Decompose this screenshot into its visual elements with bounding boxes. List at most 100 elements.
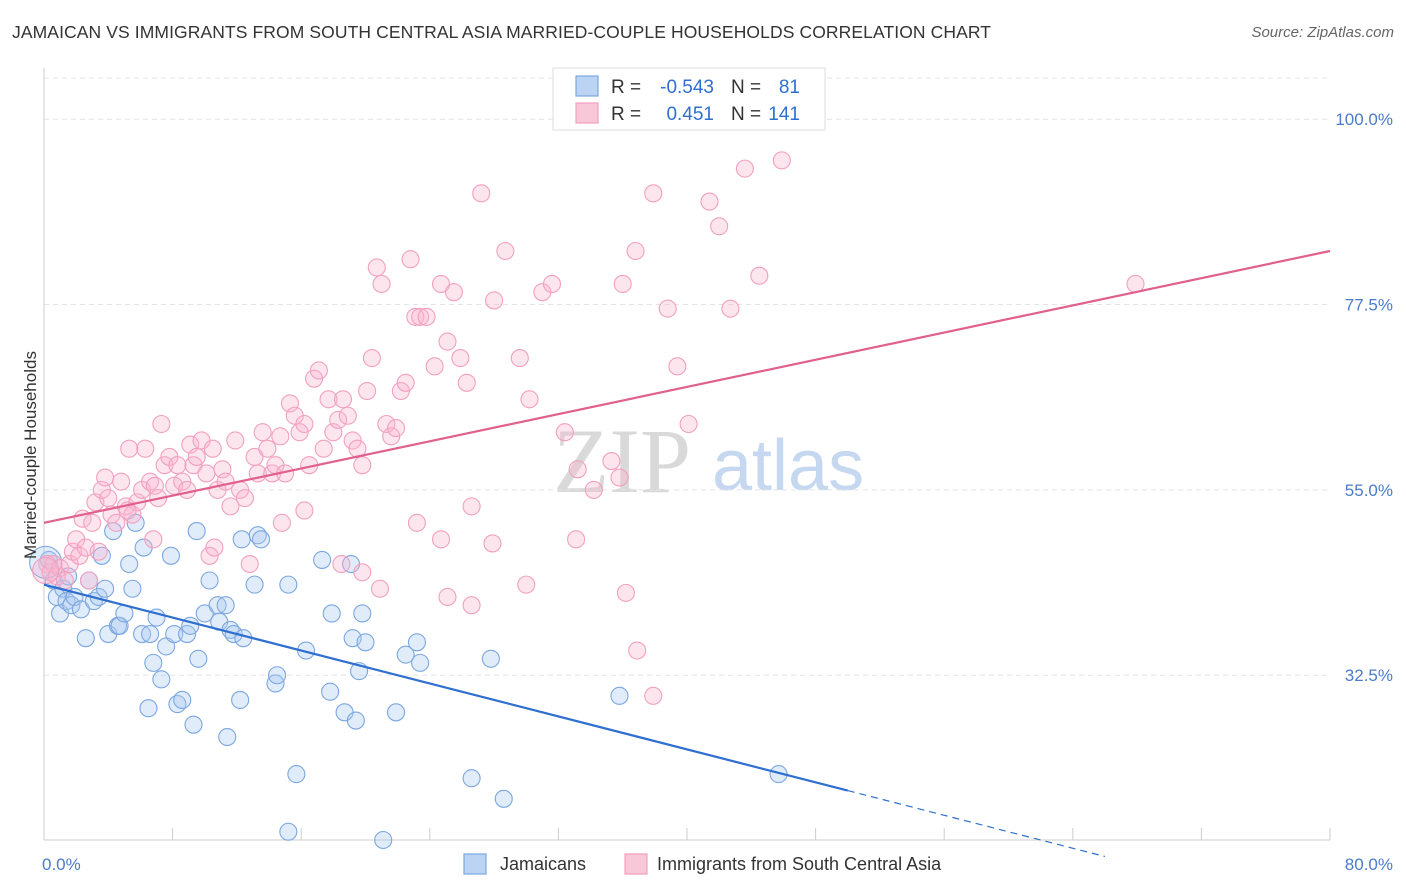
data-point-jamaicans bbox=[610, 686, 629, 705]
data-point-jamaicans bbox=[231, 690, 250, 710]
data-point-south-central-asia bbox=[750, 266, 769, 285]
trend-line-south-central-asia bbox=[43, 249, 1331, 524]
data-point-south-central-asia bbox=[628, 641, 647, 660]
data-point-south-central-asia bbox=[602, 452, 621, 471]
data-point-jamaicans bbox=[141, 625, 160, 644]
data-point-south-central-asia bbox=[152, 414, 171, 434]
data-point-south-central-asia bbox=[96, 468, 115, 487]
data-point-south-central-asia bbox=[332, 554, 351, 574]
data-point-south-central-asia bbox=[735, 159, 754, 178]
data-point-south-central-asia bbox=[79, 571, 99, 590]
data-point-south-central-asia bbox=[55, 571, 74, 590]
data-point-south-central-asia bbox=[144, 530, 163, 549]
data-point-jamaicans bbox=[411, 653, 430, 672]
data-point-south-central-asia bbox=[496, 241, 515, 261]
data-point-south-central-asia bbox=[438, 587, 457, 607]
y-axis-label: Married-couple Households bbox=[21, 351, 40, 559]
legend-r-label-2: R = bbox=[611, 104, 641, 125]
data-point-south-central-asia bbox=[644, 686, 663, 705]
grid-lines bbox=[44, 77, 1330, 676]
data-point-south-central-asia bbox=[483, 534, 502, 553]
data-point-south-central-asia bbox=[319, 390, 338, 409]
data-point-jamaicans bbox=[251, 530, 271, 549]
data-point-south-central-asia bbox=[338, 406, 357, 425]
data-point-south-central-asia bbox=[370, 579, 390, 598]
data-point-jamaicans bbox=[139, 699, 158, 718]
data-point-south-central-asia bbox=[295, 414, 314, 434]
data-point-south-central-asia bbox=[112, 472, 131, 491]
data-point-south-central-asia bbox=[168, 456, 187, 475]
data-point-south-central-asia bbox=[485, 291, 504, 310]
data-point-jamaicans bbox=[184, 715, 203, 734]
south-central-asia-points bbox=[32, 151, 1145, 705]
data-point-south-central-asia bbox=[710, 217, 729, 236]
data-point-south-central-asia bbox=[613, 274, 632, 293]
data-point-south-central-asia bbox=[32, 557, 60, 585]
data-point-south-central-asia bbox=[362, 349, 381, 368]
data-point-jamaicans bbox=[165, 625, 184, 644]
data-point-south-central-asia bbox=[510, 349, 529, 368]
data-point-south-central-asia bbox=[472, 184, 491, 203]
y-tick-label: 100.0% bbox=[1335, 110, 1393, 129]
data-point-south-central-asia bbox=[555, 423, 574, 442]
source-credit: Source: ZipAtlas.com bbox=[1251, 24, 1394, 41]
data-point-south-central-asia bbox=[187, 447, 206, 466]
data-point-south-central-asia bbox=[197, 464, 216, 483]
data-point-south-central-asia bbox=[372, 274, 391, 293]
data-point-south-central-asia bbox=[136, 439, 155, 458]
data-point-south-central-asia bbox=[520, 390, 539, 409]
data-point-south-central-asia bbox=[401, 250, 420, 269]
data-point-south-central-asia bbox=[386, 419, 406, 438]
data-point-jamaicans bbox=[353, 604, 372, 623]
axes bbox=[43, 68, 1331, 841]
data-point-jamaicans bbox=[279, 822, 298, 841]
trend-line-jamaicans-extension bbox=[847, 789, 1106, 858]
data-point-south-central-asia bbox=[462, 596, 481, 615]
data-point-jamaicans bbox=[245, 575, 264, 594]
data-point-south-central-asia bbox=[658, 299, 677, 318]
correlation-legend: R = -0.543 N = 81 R = 0.451 N = 141 bbox=[552, 67, 826, 131]
data-point-jamaicans bbox=[322, 604, 341, 623]
data-point-south-central-asia bbox=[226, 431, 245, 450]
data-point-south-central-asia bbox=[700, 192, 719, 211]
data-point-south-central-asia bbox=[203, 439, 222, 458]
data-point-south-central-asia bbox=[221, 497, 240, 516]
tick-labels: 32.5% 55.0% 77.5% 100.0% 0.0% 80.0% bbox=[42, 110, 1393, 874]
data-point-south-central-asia bbox=[584, 480, 603, 499]
data-point-south-central-asia bbox=[240, 554, 259, 574]
data-point-south-central-asia bbox=[610, 468, 629, 487]
data-point-south-central-asia bbox=[353, 456, 372, 475]
data-point-south-central-asia bbox=[517, 575, 536, 594]
data-point-jamaicans bbox=[374, 830, 393, 850]
data-point-south-central-asia bbox=[567, 530, 586, 549]
data-point-jamaicans bbox=[462, 769, 481, 788]
data-point-jamaicans bbox=[173, 690, 192, 710]
data-point-jamaicans bbox=[313, 550, 332, 569]
y-tick-label: 32.5% bbox=[1345, 666, 1393, 685]
data-point-jamaicans bbox=[268, 666, 287, 685]
data-point-south-central-asia bbox=[407, 513, 426, 532]
data-point-south-central-asia bbox=[178, 480, 197, 499]
data-point-jamaicans bbox=[494, 789, 513, 808]
watermark-atlas: atlas bbox=[712, 426, 864, 506]
data-point-jamaicans bbox=[321, 682, 340, 701]
data-point-south-central-asia bbox=[258, 439, 277, 458]
data-point-south-central-asia bbox=[417, 307, 436, 326]
data-point-south-central-asia bbox=[668, 357, 687, 376]
data-point-south-central-asia bbox=[438, 332, 457, 351]
data-point-south-central-asia bbox=[396, 373, 415, 392]
legend-n-value-1: 81 bbox=[779, 77, 800, 98]
data-point-jamaicans bbox=[407, 633, 426, 652]
data-point-jamaicans bbox=[386, 703, 406, 722]
data-point-south-central-asia bbox=[451, 349, 470, 368]
data-point-south-central-asia bbox=[358, 381, 377, 401]
data-point-jamaicans bbox=[144, 653, 163, 672]
data-point-jamaicans bbox=[287, 765, 306, 784]
data-point-jamaicans bbox=[396, 645, 415, 664]
data-point-south-central-asia bbox=[411, 307, 430, 326]
y-tick-label: 55.0% bbox=[1345, 481, 1393, 500]
legend-r-value-2: 0.451 bbox=[666, 104, 714, 125]
data-point-south-central-asia bbox=[679, 414, 698, 434]
bottom-legend-swatch-jamaicans bbox=[463, 853, 487, 875]
